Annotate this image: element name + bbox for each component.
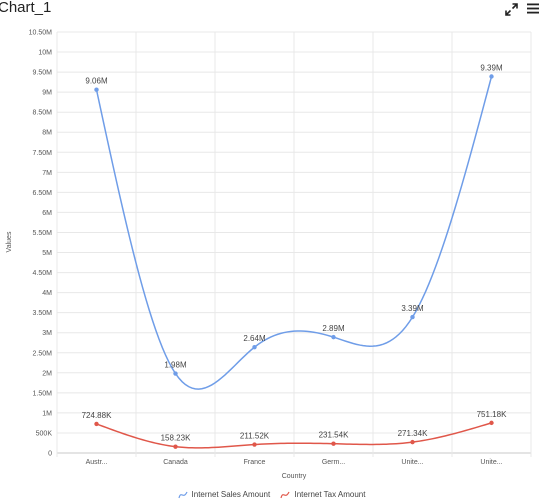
y-tick-label: 5.50M <box>33 230 53 237</box>
y-axis-ticks: 0 500K 1M 1.50M 2M 2.50M 3M 3.50M 4M 4.50M 5M 5.50M… <box>29 30 53 458</box>
data-points <box>94 74 494 449</box>
y-tick-label: 7M <box>42 170 52 177</box>
legend: Internet Sales Amount Internet Tax Amoun… <box>0 490 543 501</box>
data-label: 271.34K <box>398 429 428 438</box>
y-tick-label: 1.50M <box>33 390 53 397</box>
data-point <box>173 444 178 449</box>
x-tick-label: Unite... <box>480 459 502 466</box>
y-tick-label: 8.50M <box>33 110 53 117</box>
legend-label-sales: Internet Sales Amount <box>191 490 271 499</box>
menu-icon[interactable] <box>526 2 540 20</box>
series-line-icon <box>177 491 188 498</box>
x-tick-label: Germ... <box>322 459 345 466</box>
y-tick-label: 8M <box>42 130 52 137</box>
data-point <box>331 441 336 446</box>
y-tick-label: 0 <box>48 451 52 458</box>
chart-title: Chart_1 <box>0 0 52 16</box>
y-tick-label: 2M <box>42 370 52 377</box>
data-label: 9.39M <box>480 64 503 73</box>
y-tick-label: 4.50M <box>33 270 53 277</box>
data-point <box>489 420 494 426</box>
y-tick-label: 10M <box>38 50 52 57</box>
data-labels: 9.06M 1.98M 2.64M 2.89M 3.39M 9.39M 724.88K 158… <box>82 64 507 443</box>
y-tick-label: 3.50M <box>33 310 53 317</box>
y-tick-label: 3M <box>42 330 52 337</box>
data-point <box>489 74 494 79</box>
x-tick-label: Austr... <box>86 459 108 466</box>
data-point <box>331 334 336 340</box>
y-tick-label: 6M <box>42 210 52 217</box>
series-line-1 <box>96 422 492 449</box>
series-lines <box>95 76 493 449</box>
data-label: 158.23K <box>161 434 191 443</box>
data-point <box>173 371 178 376</box>
legend-label-tax: Internet Tax Amount <box>294 490 366 499</box>
data-label: 724.88K <box>82 411 112 420</box>
data-label: 1.98M <box>164 361 187 370</box>
data-label: 751.18K <box>477 410 507 419</box>
grid-lines <box>56 31 532 457</box>
y-tick-label: 1M <box>42 410 52 417</box>
series-line-0 <box>95 76 493 390</box>
y-tick-label: 9M <box>42 90 52 97</box>
legend-item-tax[interactable]: Internet Tax Amount <box>280 490 365 499</box>
data-label: 2.64M <box>243 334 266 343</box>
x-axis-ticks: Austr... Canada France Germ... Unite... Unite… <box>86 459 503 466</box>
data-point <box>252 442 257 447</box>
series-line-icon <box>280 491 291 498</box>
data-label: 3.39M <box>401 304 424 313</box>
expand-icon[interactable] <box>505 3 518 21</box>
y-tick-label: 9.50M <box>33 70 53 77</box>
data-point <box>94 421 99 427</box>
x-tick-label: Canada <box>163 459 188 466</box>
data-label: 231.54K <box>319 431 349 440</box>
y-tick-label: 7.50M <box>33 150 53 157</box>
data-label: 2.89M <box>322 324 345 333</box>
y-tick-label: 10.50M <box>29 30 53 37</box>
y-tick-label: 500K <box>36 430 53 437</box>
x-tick-label: Unite... <box>401 459 423 466</box>
data-label: 211.52K <box>240 432 270 441</box>
y-axis-title: Values <box>6 231 13 252</box>
data-point <box>94 87 99 92</box>
data-point <box>252 344 257 350</box>
legend-item-sales[interactable]: Internet Sales Amount <box>177 490 271 499</box>
data-label: 9.06M <box>85 77 108 86</box>
x-tick-label: France <box>244 459 266 466</box>
y-tick-label: 2.50M <box>33 350 53 357</box>
y-tick-label: 5M <box>42 250 52 257</box>
data-point <box>410 439 415 445</box>
y-tick-label: 4M <box>42 290 52 297</box>
y-tick-label: 6.50M <box>33 190 53 197</box>
x-axis-title: Country <box>282 473 307 480</box>
data-point <box>410 314 415 320</box>
